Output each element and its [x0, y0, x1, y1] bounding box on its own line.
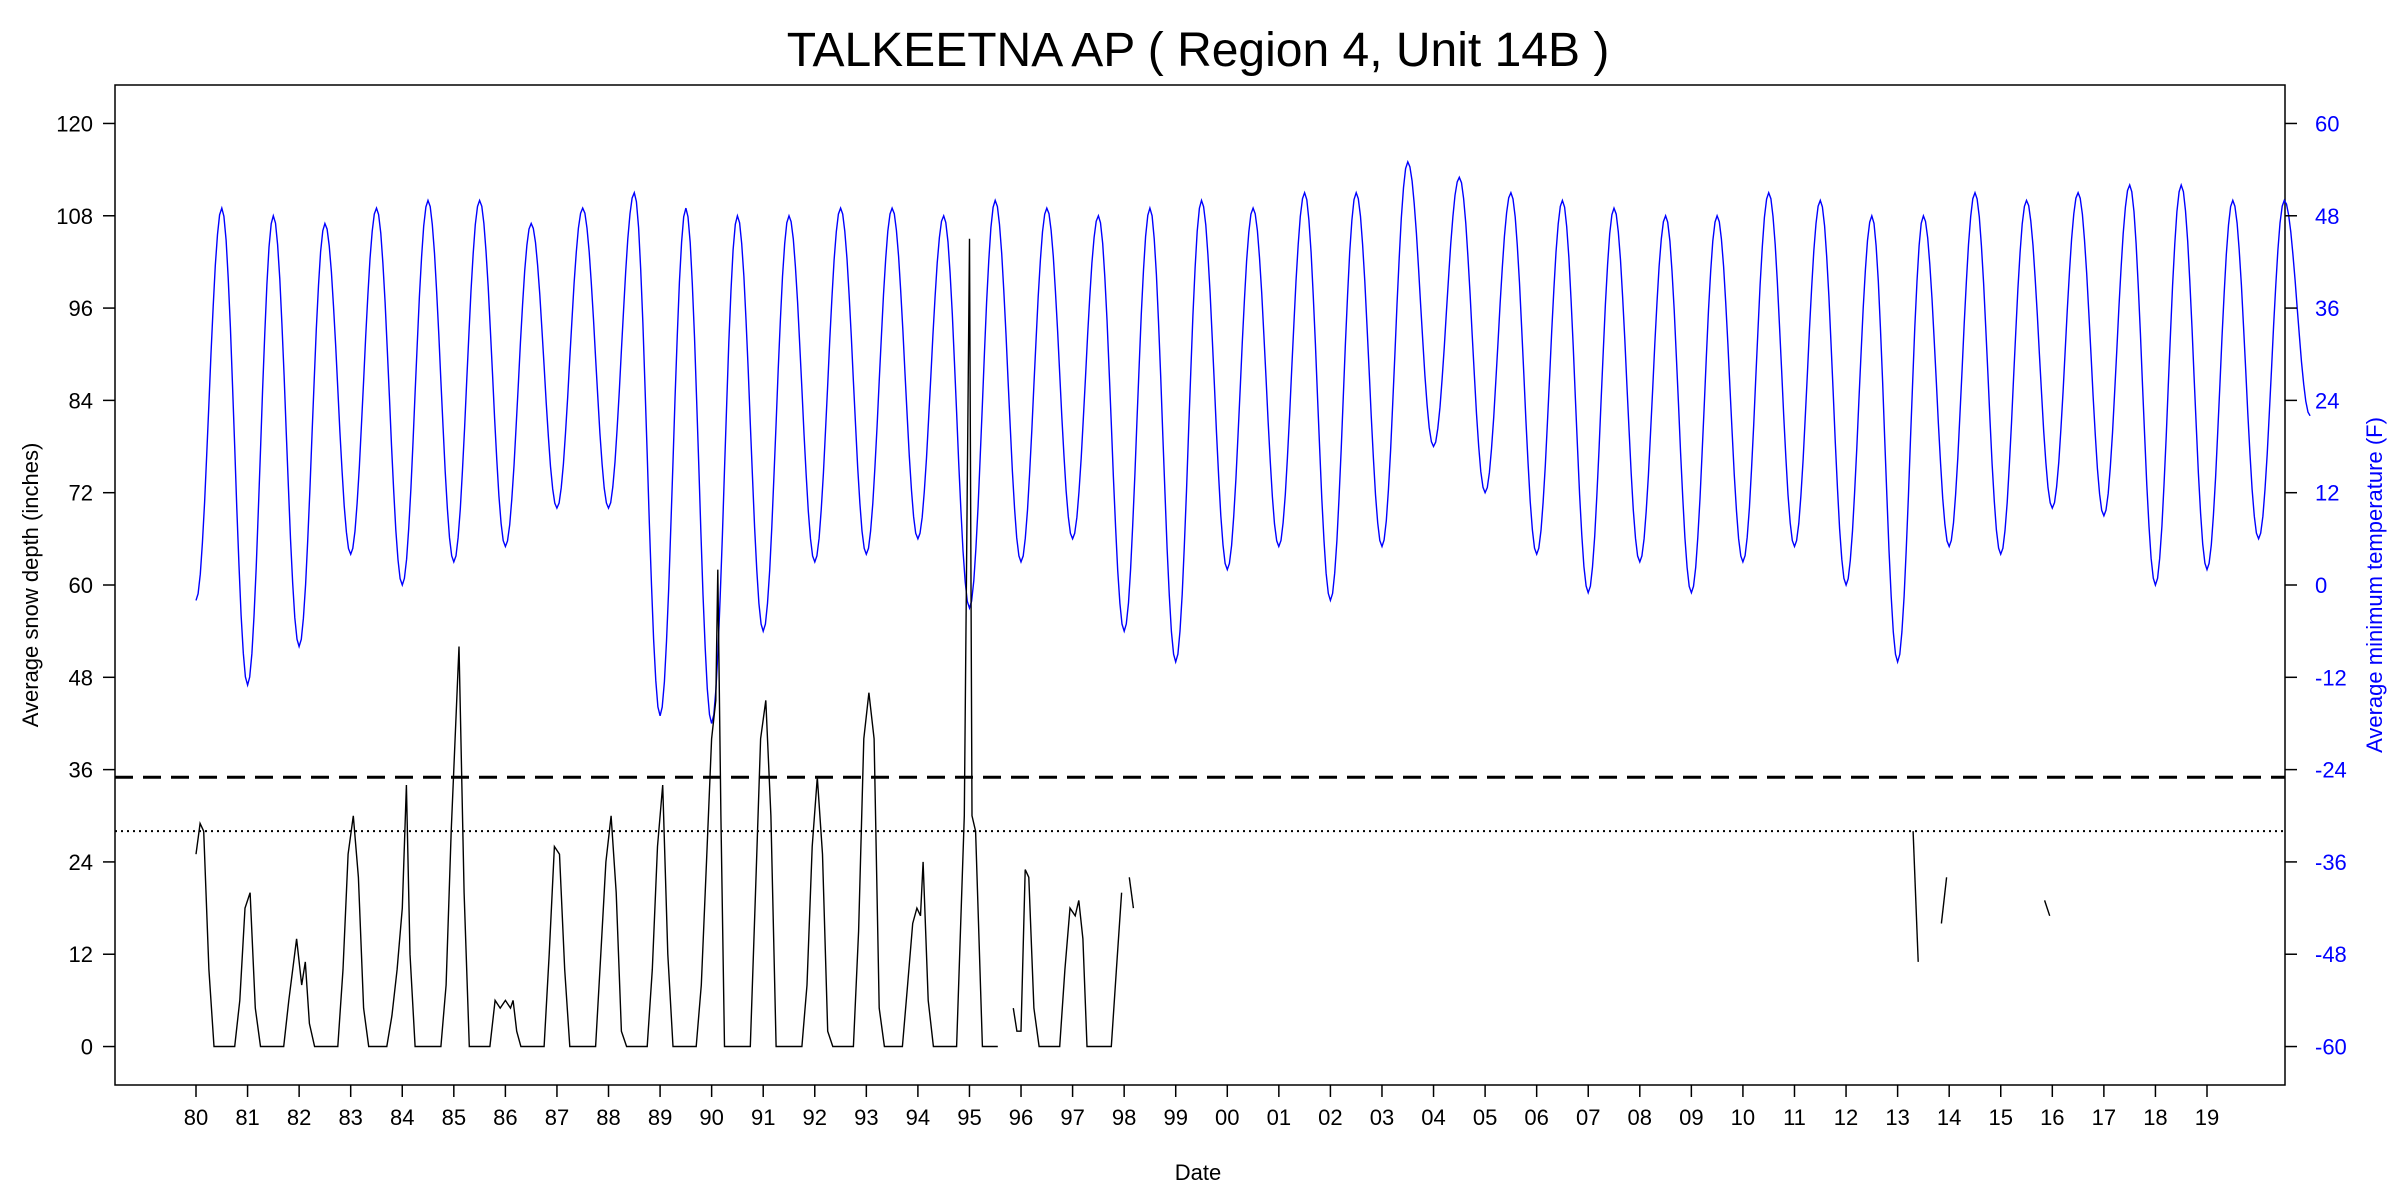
left-y-tick-label: 96 [69, 296, 93, 321]
snow-depth-line [1012, 869, 1123, 1048]
snow-depth-line [195, 238, 998, 1048]
temperature-series [195, 159, 2311, 724]
left-y-axis-label: Average snow depth (inches) [18, 443, 43, 728]
right-y-tick-label: 60 [2315, 111, 2339, 136]
reference-lines [115, 775, 2285, 833]
x-tick-label: 91 [751, 1105, 775, 1130]
left-y-tick-label: 48 [69, 665, 93, 690]
x-tick-label: 98 [1112, 1105, 1136, 1130]
left-y-tick-label: 72 [69, 481, 93, 506]
chart-title: TALKEETNA AP ( Region 4, Unit 14B ) [787, 24, 1610, 77]
x-tick-label: 85 [442, 1105, 466, 1130]
x-tick-label: 96 [1009, 1105, 1033, 1130]
x-tick-label: 09 [1679, 1105, 1703, 1130]
x-tick-label: 13 [1885, 1105, 1909, 1130]
x-tick-label: 15 [1989, 1105, 2013, 1130]
left-y-tick-label: 108 [56, 204, 93, 229]
x-tick-label: 94 [906, 1105, 930, 1130]
x-tick-label: 05 [1473, 1105, 1497, 1130]
snow-depth-line [1128, 877, 1135, 909]
left-y-tick-label: 84 [69, 388, 93, 413]
x-tick-label: 83 [338, 1105, 362, 1130]
plot-frame [114, 84, 2286, 1086]
left-y-tick-label: 0 [81, 1035, 93, 1060]
x-tick-label: 12 [1834, 1105, 1858, 1130]
x-tick-label: 18 [2143, 1105, 2167, 1130]
x-tick-label: 97 [1060, 1105, 1084, 1130]
x-tick-label: 17 [2092, 1105, 2116, 1130]
right-y-tick-label: -36 [2315, 850, 2347, 875]
x-tick-label: 81 [235, 1105, 259, 1130]
x-tick-label: 90 [699, 1105, 723, 1130]
x-tick-label: 80 [184, 1105, 208, 1130]
left-y-tick-label: 120 [56, 111, 93, 136]
right-y-tick-label: -48 [2315, 942, 2347, 967]
right-y-tick-label: -12 [2315, 665, 2347, 690]
x-tick-label: 87 [545, 1105, 569, 1130]
temperature-line [195, 159, 2311, 724]
x-tick-label: 08 [1628, 1105, 1652, 1130]
x-tick-label: 86 [493, 1105, 517, 1130]
snow-depth-line [1940, 877, 1948, 924]
right-y-axis-label: Average minimum temperature (F) [2362, 417, 2387, 753]
left-y-tick-label: 60 [69, 573, 93, 598]
right-y-tick-label: 24 [2315, 388, 2339, 413]
right-y-tick-label: -60 [2315, 1035, 2347, 1060]
x-tick-label: 89 [648, 1105, 672, 1130]
x-tick-label: 01 [1267, 1105, 1291, 1130]
x-tick-label: 19 [2195, 1105, 2219, 1130]
x-tick-label: 16 [2040, 1105, 2064, 1130]
x-tick-label: 02 [1318, 1105, 1342, 1130]
left-y-tick-label: 24 [69, 850, 93, 875]
x-tick-label: 93 [854, 1105, 878, 1130]
x-tick-label: 03 [1370, 1105, 1394, 1130]
x-tick-label: 04 [1421, 1105, 1445, 1130]
x-tick-label: 11 [1783, 1105, 1806, 1130]
right-y-tick-label: 0 [2315, 573, 2327, 598]
right-y-axis: -60 -48 -36 -24 -12 0 12 24 36 48 60 [2285, 111, 2347, 1060]
x-axis-label: Date [1175, 1160, 1221, 1185]
left-y-tick-label: 36 [69, 758, 93, 783]
snow-depth-line [2043, 900, 2051, 917]
x-tick-label: 07 [1576, 1105, 1600, 1130]
snow-depth-line [1912, 831, 1919, 962]
x-tick-label: 99 [1163, 1105, 1187, 1130]
snow-depth-series [195, 238, 2051, 1048]
right-y-tick-label: 12 [2315, 481, 2339, 506]
x-axis: 80 81 82 83 84 85 86 87 88 89 90 91 92 93 94 95 96 97 98 99… [184, 1085, 2219, 1130]
left-y-axis: 0 12 24 36 48 60 72 84 96 108 120 [56, 111, 115, 1060]
right-y-tick-label: 36 [2315, 296, 2339, 321]
right-y-tick-label: 48 [2315, 204, 2339, 229]
x-tick-label: 95 [957, 1105, 981, 1130]
x-tick-label: 82 [287, 1105, 311, 1130]
left-y-tick-label: 12 [69, 942, 93, 967]
x-tick-label: 92 [803, 1105, 827, 1130]
x-tick-label: 14 [1937, 1105, 1961, 1130]
x-tick-label: 88 [596, 1105, 620, 1130]
x-tick-label: 10 [1731, 1105, 1755, 1130]
x-tick-label: 84 [390, 1105, 414, 1130]
x-tick-label: 06 [1524, 1105, 1548, 1130]
right-y-tick-label: -24 [2315, 758, 2347, 783]
x-tick-label: 00 [1215, 1105, 1239, 1130]
